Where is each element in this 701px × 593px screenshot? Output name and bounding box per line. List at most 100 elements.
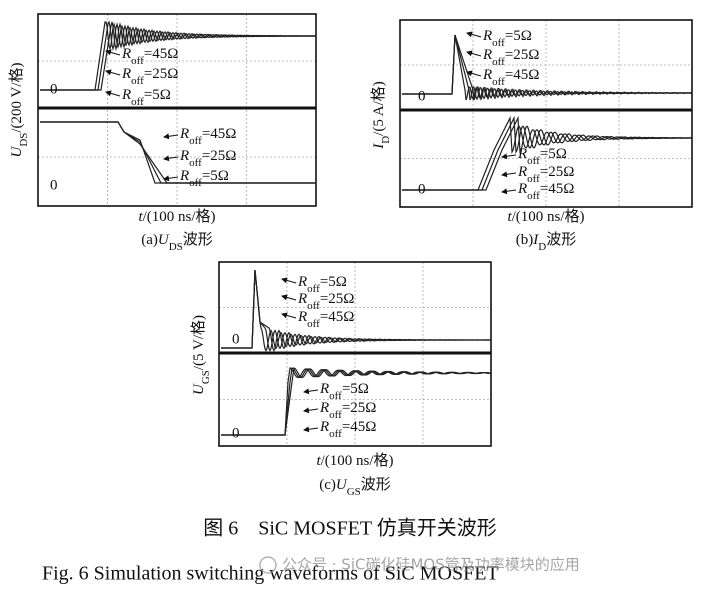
trace-label-part: R	[482, 28, 492, 44]
waveform	[221, 269, 492, 352]
label-arrow	[501, 188, 517, 195]
x-axis-label: t/(100 ns/格)	[507, 208, 584, 225]
zero-label: 0	[232, 425, 240, 441]
trace-label-part: R	[517, 146, 527, 162]
y-axis-label-part: I	[371, 143, 387, 150]
y-axis-label-part: U	[9, 146, 25, 158]
trace-label: Roff=5Ω	[121, 87, 171, 107]
y-axis-label-part: DS	[18, 133, 30, 147]
trace-label-part: off	[189, 157, 202, 169]
panel-caption-part: GS	[347, 486, 361, 498]
trace-label-part: =5Ω	[144, 87, 171, 103]
trace-label: Roff=45Ω	[179, 126, 236, 146]
plot-frame	[37, 13, 317, 207]
zero-label: 0	[50, 177, 58, 193]
x-axis-label: t/(100 ns/格)	[138, 208, 215, 225]
trace-label: Roff=5Ω	[482, 28, 532, 48]
y-axis-label-part: /(200 V/格)	[8, 62, 25, 132]
y-axis-label: ID/(5 A/格)	[370, 81, 391, 150]
trace-label-part: off	[527, 173, 540, 185]
trace-label: Roff=25Ω	[319, 400, 376, 420]
trace-label-part: off	[131, 75, 144, 87]
waveform	[40, 121, 316, 184]
figure-caption-cn: 图 6 SiC MOSFET 仿真开关波形	[203, 517, 497, 540]
y-axis-label-part: /(5 V/格)	[190, 315, 207, 370]
watermark: 公众号 · SiC碳化硅MOS管及功率模块的应用	[259, 556, 580, 574]
label-arrow	[281, 312, 297, 319]
trace-label: Roff=25Ω	[121, 66, 178, 86]
y-axis-label-part: GS	[200, 370, 212, 384]
trace-label-part: R	[517, 181, 527, 197]
trace-label-part: R	[482, 67, 492, 83]
label-arrow	[281, 294, 297, 301]
trace-label-part: R	[482, 47, 492, 63]
trace-label-part: =45Ω	[320, 309, 355, 325]
trace-label-part: off	[329, 428, 342, 440]
trace-label-part: =5Ω	[342, 381, 369, 397]
trace-label-part: =45Ω	[342, 419, 377, 435]
trace-label-part: =25Ω	[320, 291, 355, 307]
trace-label: Roff=5Ω	[517, 146, 567, 166]
label-arrow	[105, 49, 121, 56]
panel-caption: (a)UDS波形	[141, 231, 213, 252]
trace-label-part: R	[319, 381, 329, 397]
trace-label-part: R	[319, 400, 329, 416]
trace-label-part: =5Ω	[540, 146, 567, 162]
panel-caption-part: U	[336, 477, 348, 493]
trace-label-part: =25Ω	[540, 164, 575, 180]
trace-label-part: =45Ω	[144, 46, 179, 62]
trace-label-part: =5Ω	[202, 168, 229, 184]
plot-frame	[399, 19, 693, 208]
trace-label-part: =5Ω	[505, 28, 532, 44]
trace-label-part: R	[121, 66, 131, 82]
trace-label: Roff=45Ω	[319, 419, 376, 439]
waveform	[40, 21, 317, 91]
trace-label-part: =45Ω	[540, 181, 575, 197]
trace-label-part: off	[492, 37, 505, 49]
zero-label: 0	[232, 331, 240, 347]
trace-label-part: =25Ω	[505, 47, 540, 63]
panel-caption-part: DS	[169, 241, 183, 253]
watermark-text: 公众号 · SiC碳化硅MOS管及功率模块的应用	[282, 556, 580, 574]
trace-label: Roff=5Ω	[297, 274, 347, 294]
panel-caption-part: 波形	[183, 231, 213, 248]
trace-label-part: R	[179, 168, 189, 184]
trace-label-part: off	[131, 96, 144, 108]
x-axis-label-part: t	[316, 453, 321, 469]
waveform	[221, 269, 492, 352]
watermark-icon	[259, 556, 277, 574]
trace-label: Roff=45Ω	[517, 181, 574, 201]
trace-label: Roff=45Ω	[482, 67, 539, 87]
trace-label-part: off	[307, 283, 320, 295]
panel-caption-part: (c)	[319, 477, 336, 493]
trace-label: Roff=25Ω	[179, 148, 236, 168]
zero-label: 0	[418, 181, 426, 197]
panel-caption-part: (b)	[516, 232, 534, 248]
x-axis-label-part: t	[507, 209, 512, 225]
waveform	[40, 121, 316, 184]
panel-caption-part: 波形	[361, 476, 391, 493]
trace-label-part: R	[179, 126, 189, 142]
figure-caption-en: Fig. 6 Simulation switching waveforms of…	[42, 563, 499, 585]
trace-label: Roff=45Ω	[297, 309, 354, 329]
waveform	[221, 367, 492, 436]
label-arrow	[303, 388, 319, 395]
trace-label-part: =25Ω	[202, 148, 237, 164]
trace-label: Roff=25Ω	[517, 164, 574, 184]
waveform	[402, 115, 693, 191]
label-arrow	[163, 155, 179, 162]
panel-caption-part: I	[532, 232, 539, 248]
trace-label: Roff=5Ω	[319, 381, 369, 401]
label-arrow	[303, 407, 319, 414]
waveform	[402, 34, 693, 101]
y-axis-label: UDS/(200 V/格)	[8, 62, 29, 157]
waveform	[40, 121, 316, 184]
panel-caption-part: 波形	[546, 231, 576, 248]
panel-caption-part: (a)	[141, 232, 158, 248]
label-arrow	[466, 50, 482, 57]
x-axis-label-part: t	[138, 209, 143, 225]
trace-label-part: off	[492, 56, 505, 68]
label-arrow	[303, 426, 319, 433]
trace-label: Roff=5Ω	[179, 168, 229, 188]
zero-label: 0	[418, 88, 426, 104]
